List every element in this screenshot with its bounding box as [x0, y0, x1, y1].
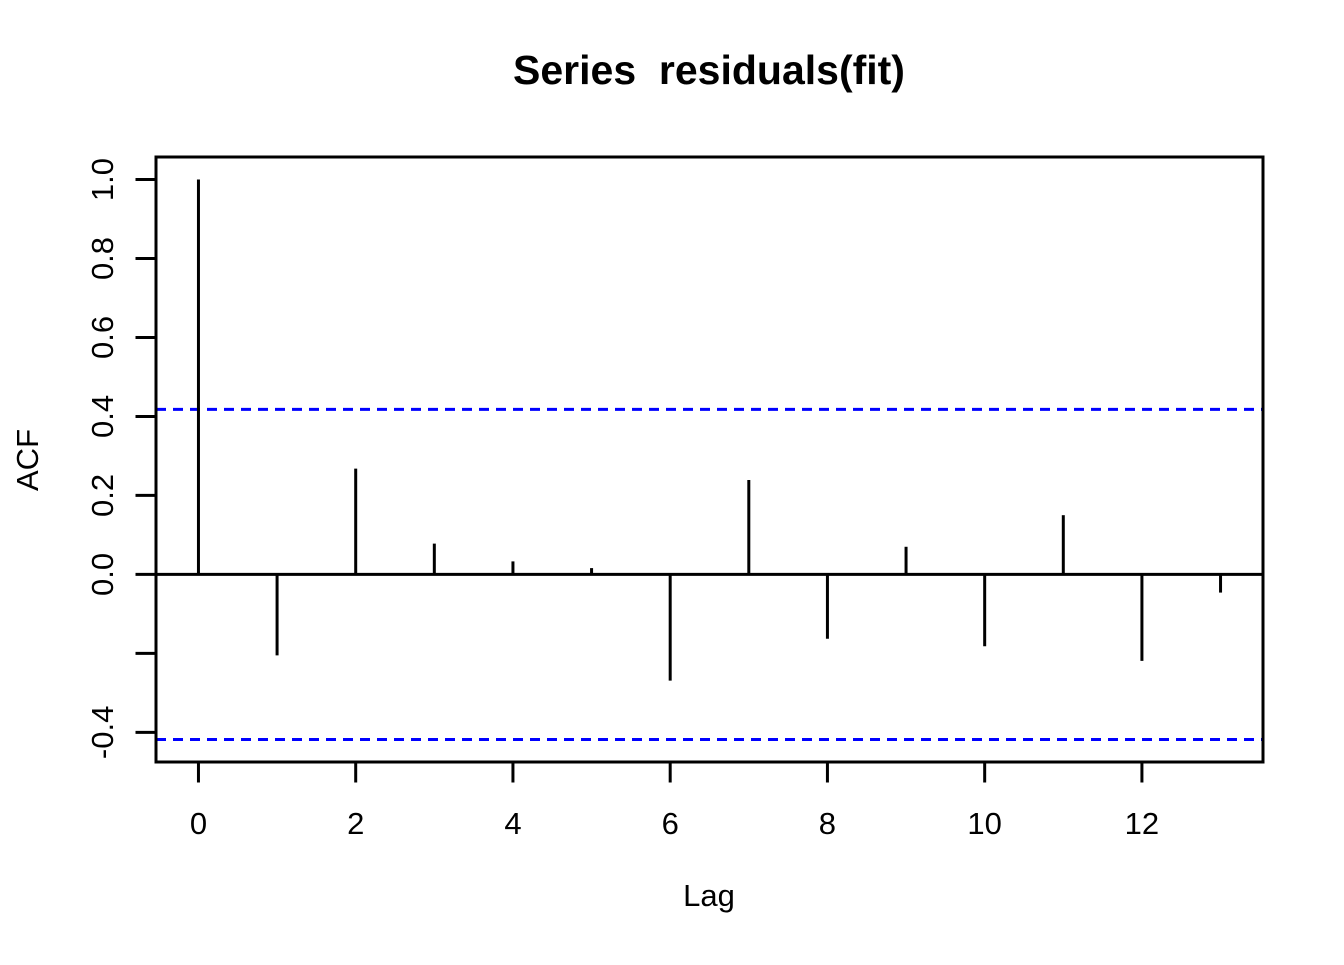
x-axis-label: Lag [683, 878, 735, 913]
y-tick-label: 1.0 [85, 158, 120, 201]
plot-area: 0 2 4 6 8 10 12 1.0 0.8 0.6 0.4 0.2 0.0 -0.4 [85, 155, 1265, 841]
y-tick-label: 0.6 [85, 316, 120, 359]
y-tick-label: -0.4 [85, 706, 120, 759]
y-tick-label: 0.8 [85, 237, 120, 280]
x-tick-label: 4 [504, 806, 521, 841]
y-axis-label: ACF [10, 429, 45, 491]
x-tick-label: 0 [190, 806, 207, 841]
y-tick-label: 0.0 [85, 553, 120, 596]
y-tick-label: 0.4 [85, 395, 120, 438]
y-tick-label: 0.2 [85, 474, 120, 517]
x-tick-label: 8 [819, 806, 836, 841]
x-tick-label: 6 [662, 806, 679, 841]
x-tick-label: 12 [1125, 806, 1159, 841]
x-tick-label: 2 [347, 806, 364, 841]
x-tick-label: 10 [967, 806, 1001, 841]
plot-border [154, 155, 1265, 764]
chart-title: Series residuals(fit) [513, 47, 905, 93]
